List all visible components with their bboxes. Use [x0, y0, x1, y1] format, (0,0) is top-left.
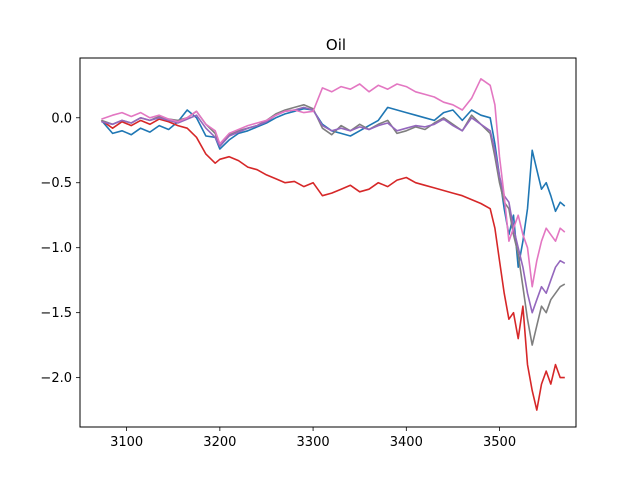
series-line-5: [101, 78, 566, 288]
axis-layer: 3100 3200 3300 3400 3500 0.0 −0.5 −1.0 −1.5 −2.0: [40, 111, 516, 450]
y-tick-label: −1.5: [40, 306, 72, 321]
y-tick-label: −2.0: [40, 371, 72, 386]
x-tick-label: 3300: [297, 435, 330, 450]
series-layer: [100, 78, 566, 411]
chart-title: Oil: [326, 36, 346, 54]
y-tick-label: −1.0: [40, 241, 72, 256]
y-tick-label: 0.0: [51, 111, 72, 126]
series-line-1: [100, 106, 566, 269]
x-tick-label: 3400: [390, 435, 423, 450]
x-tick-label: 3200: [203, 435, 236, 450]
series-line-2: [100, 118, 565, 411]
series-line-4: [101, 106, 566, 314]
plot-frame: [79, 57, 577, 428]
x-tick-label: 3500: [483, 435, 516, 450]
x-tick-label: 3100: [110, 435, 143, 450]
y-tick-label: −0.5: [40, 176, 72, 191]
